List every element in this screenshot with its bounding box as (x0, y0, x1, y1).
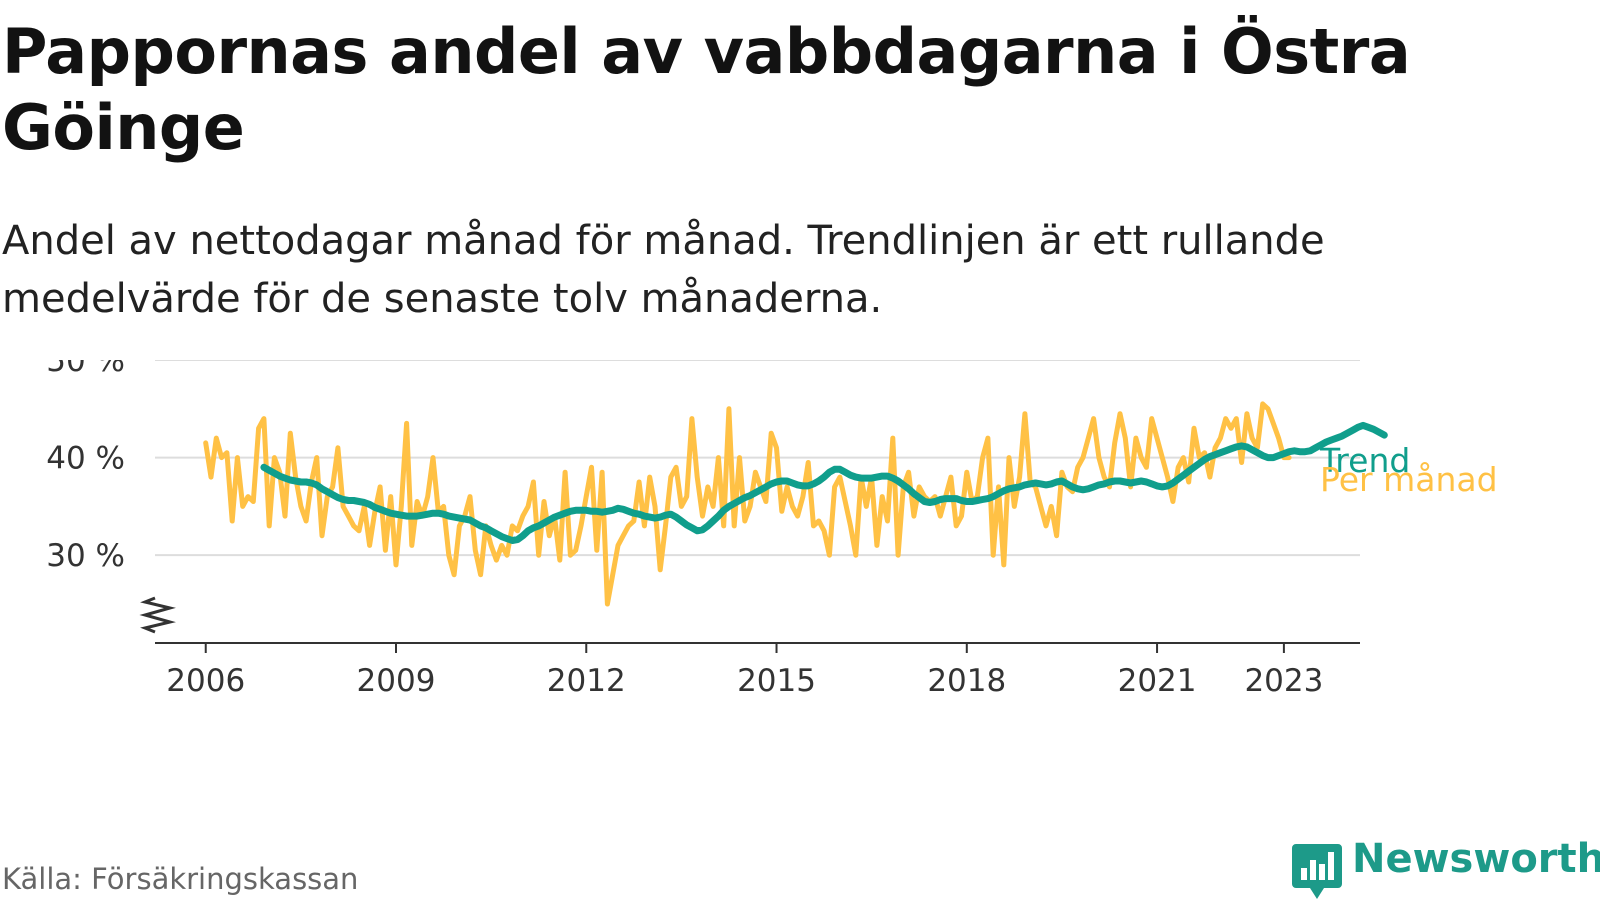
brand-logo: Newsworthy (1292, 836, 1600, 904)
x-tick-label: 2006 (166, 663, 245, 699)
newsworthy-logo-icon (1292, 844, 1342, 899)
axis-break-icon (139, 596, 176, 634)
x-tick-label: 2021 (1118, 663, 1197, 699)
line-chart: 30 % 40 % 50 % 2006 2009 2012 2015 2018 2021 2023… (46, 360, 1498, 699)
y-tick-label: 30 % (46, 538, 125, 574)
source-note: Källa: Försäkringskassan (2, 862, 359, 896)
y-tick-label: 40 % (46, 441, 125, 477)
chart-title: Pappornas andel av vabbdagarna i Östra G… (2, 15, 1411, 164)
x-tick-label: 2015 (737, 663, 816, 699)
x-tick-label: 2023 (1244, 663, 1323, 699)
y-tick-label: 50 % (46, 360, 125, 379)
brand-name: Newsworthy (1352, 836, 1600, 882)
x-tick-label: 2012 (547, 663, 626, 699)
chart-subtitle: Andel av nettodagar månad för månad. Tre… (2, 218, 1325, 322)
x-tick-label: 2009 (357, 663, 436, 699)
series-label-trend: Trend (1319, 441, 1410, 480)
series-label-monthly: Per månad (1320, 460, 1498, 499)
x-tick-label: 2018 (927, 663, 1006, 699)
series-line-trend (260, 421, 1388, 544)
